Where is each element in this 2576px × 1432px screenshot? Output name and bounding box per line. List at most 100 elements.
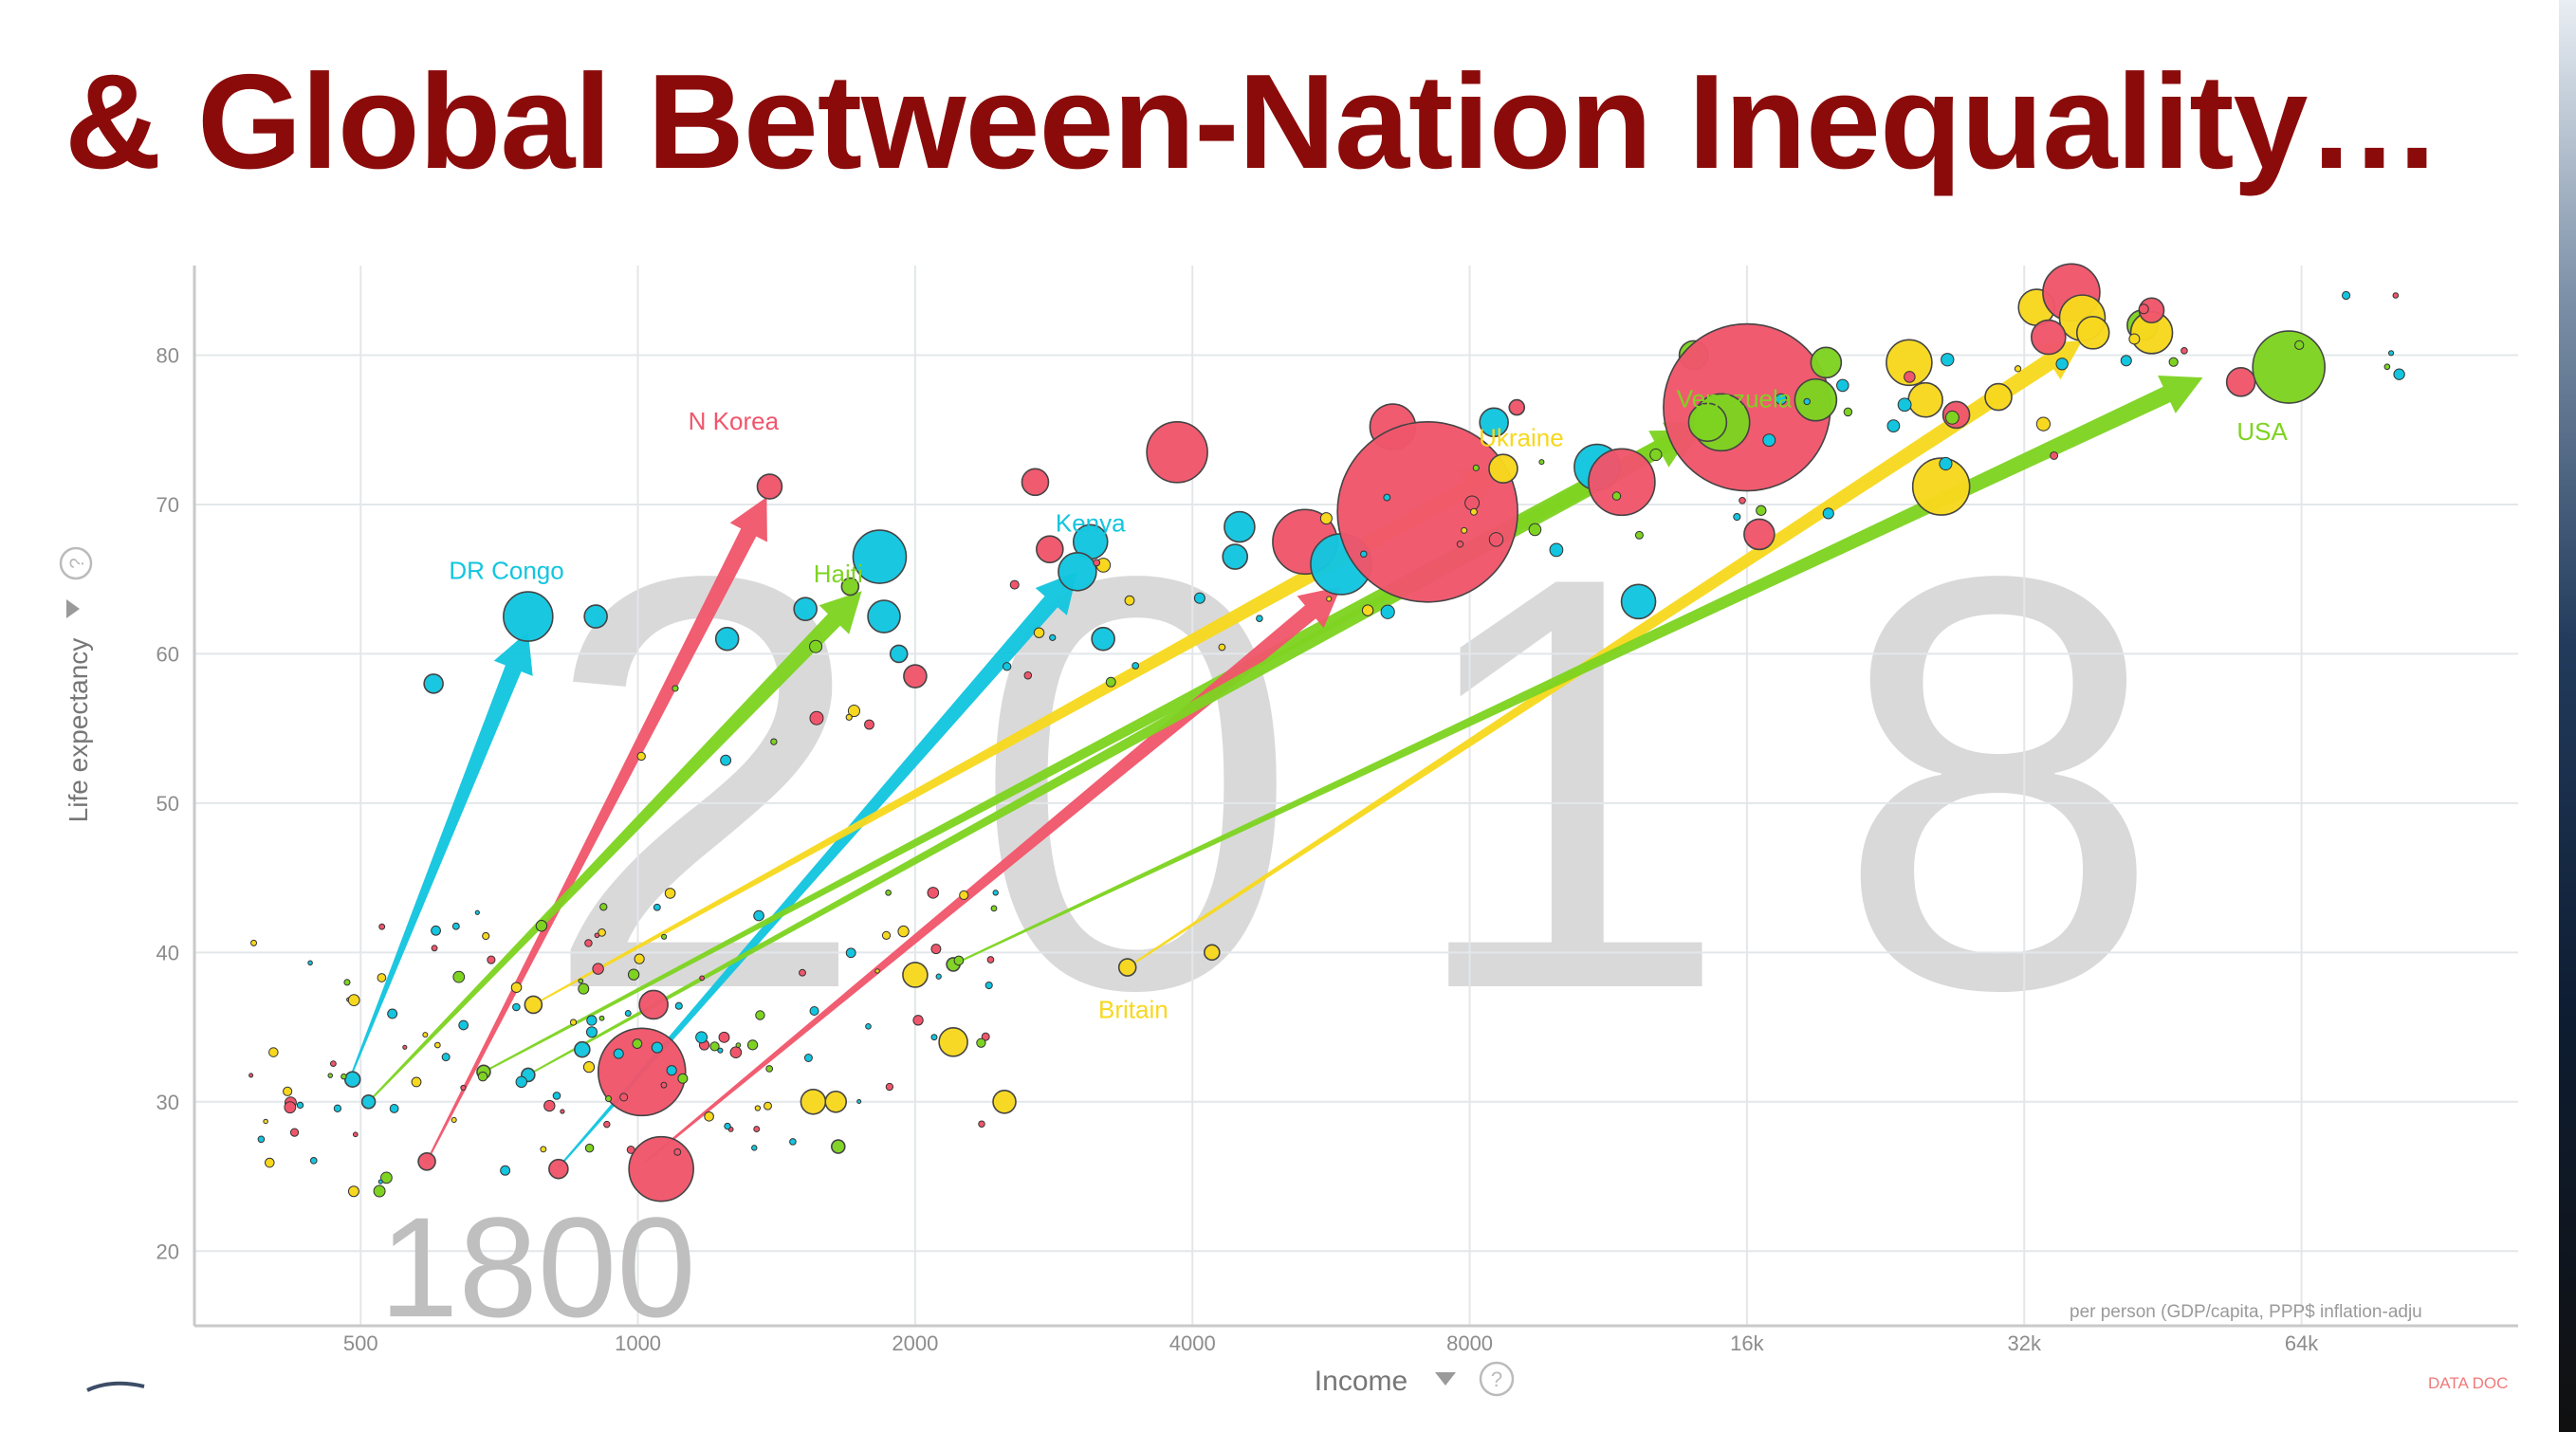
small-point-1800 <box>753 1126 761 1133</box>
small-point-2018 <box>2120 355 2132 367</box>
small-point-1800 <box>284 1101 297 1114</box>
small-point-1800 <box>343 979 351 986</box>
trajectory-arrows <box>351 340 2203 1168</box>
bubble-2018 <box>583 604 608 629</box>
small-point-2018 <box>672 685 679 692</box>
help-circle-icon <box>1479 1361 1515 1397</box>
small-point-1800 <box>441 1053 451 1062</box>
bubble-1800 <box>830 1139 846 1154</box>
small-point-1800 <box>309 1157 318 1165</box>
small-point-1800 <box>377 973 387 982</box>
small-point-1800 <box>257 1135 266 1144</box>
slide-title: & Global Between-Nation Inequality… <box>64 46 2441 197</box>
small-point-1800 <box>340 1073 347 1080</box>
small-point-2018 <box>2055 358 2069 371</box>
bubble-2018 <box>2252 330 2326 404</box>
bubble-2018 <box>503 591 554 642</box>
small-point-2018 <box>1939 456 1953 471</box>
small-point-1800 <box>746 1039 759 1051</box>
small-point-1800 <box>661 933 668 940</box>
axis-layer: 500 1000 2000 4000 8000 16k 32k 64k 20 30 40 50 60 70… <box>59 266 2518 1397</box>
small-point-2018 <box>1049 633 1057 641</box>
small-point-2018 <box>809 639 823 653</box>
small-point-1800 <box>935 973 942 980</box>
bubble-2018 <box>1810 346 1843 379</box>
small-point-1800 <box>764 1101 772 1111</box>
small-point-2018 <box>1193 592 1205 604</box>
small-point-2018 <box>1941 353 1955 367</box>
small-point-2018 <box>1836 378 1849 393</box>
trajectory-arrow <box>645 586 1341 1163</box>
y-tick-label: 80 <box>156 343 179 367</box>
y-axis-label-group: Life expectancy? <box>59 546 93 822</box>
small-point-1800 <box>347 994 360 1007</box>
bubble-2018 <box>1091 626 1115 652</box>
small-point-2018 <box>1383 493 1391 502</box>
small-point-1800 <box>809 1005 819 1017</box>
small-point-2018 <box>1886 419 1901 433</box>
small-point-2018 <box>845 713 853 721</box>
small-point-2018 <box>2050 451 2059 460</box>
country-label: Britain <box>1098 996 1168 1024</box>
small-point-2018 <box>1464 495 1481 511</box>
small-point-1800 <box>673 1147 682 1156</box>
bubble-2018 <box>2031 319 2067 356</box>
small-point-2018 <box>1003 662 1012 671</box>
small-point-1800 <box>885 890 892 896</box>
small-point-1800 <box>535 920 548 932</box>
x-tick-label: 2000 <box>892 1331 938 1355</box>
bubble-2018 <box>1479 407 1509 438</box>
small-point-1800 <box>959 890 969 901</box>
y-tick-label: 40 <box>156 941 179 964</box>
bubble-2018 <box>1907 381 1943 418</box>
small-point-1800 <box>653 903 661 911</box>
small-point-2018 <box>2128 333 2141 345</box>
logo-fragment <box>86 1381 145 1392</box>
small-point-1800 <box>704 1111 714 1122</box>
country-label: DR Congo <box>449 557 563 585</box>
small-point-1800 <box>510 982 523 993</box>
small-point-1800 <box>718 1031 730 1043</box>
y-tick-label: 60 <box>156 642 179 666</box>
small-point-2018 <box>1456 541 1464 548</box>
bubble-1800 <box>638 989 669 1020</box>
small-point-1800 <box>460 1084 467 1092</box>
bubble-2018 <box>903 664 928 688</box>
bubble-2018 <box>1911 457 1971 516</box>
small-point-1800 <box>666 1065 677 1076</box>
small-point-2018 <box>1488 532 1504 547</box>
x-tick-label: 500 <box>343 1331 378 1355</box>
y-tick-label: 20 <box>156 1239 179 1263</box>
small-point-1800 <box>263 1118 268 1125</box>
small-point-2018 <box>1218 643 1226 652</box>
small-point-1800 <box>753 909 764 922</box>
bubble-2018 <box>714 626 740 652</box>
small-point-2018 <box>770 738 778 745</box>
bubble-2018 <box>1984 382 2013 412</box>
small-point-1800 <box>411 1076 422 1088</box>
dropdown-triangle-icon <box>1435 1372 1456 1386</box>
x-tick-label: 32k <box>2008 1331 2042 1355</box>
small-point-1800 <box>482 931 490 941</box>
small-point-1800 <box>598 1015 605 1021</box>
small-point-1800 <box>373 1184 386 1198</box>
small-point-1800 <box>865 1022 872 1030</box>
small-point-2018 <box>1528 523 1542 537</box>
small-point-1800 <box>584 1143 595 1153</box>
small-point-1800 <box>976 1037 986 1048</box>
small-point-1800 <box>543 1099 556 1112</box>
small-point-2018 <box>1733 512 1741 522</box>
small-point-1800 <box>540 1146 547 1153</box>
x-tick-label: 16k <box>1730 1331 1764 1355</box>
help-circle-icon <box>59 546 93 580</box>
small-point-1800 <box>695 1031 708 1044</box>
small-point-1800 <box>754 1105 762 1111</box>
small-point-1800 <box>755 1010 765 1020</box>
bubble-1800 <box>992 1090 1017 1114</box>
y-tick-label: 70 <box>156 493 179 517</box>
small-point-1800 <box>389 1104 399 1113</box>
trajectory-arrow <box>367 591 862 1103</box>
small-point-2018 <box>1472 464 1480 471</box>
small-point-1800 <box>431 925 441 936</box>
small-point-1800 <box>624 1010 632 1018</box>
